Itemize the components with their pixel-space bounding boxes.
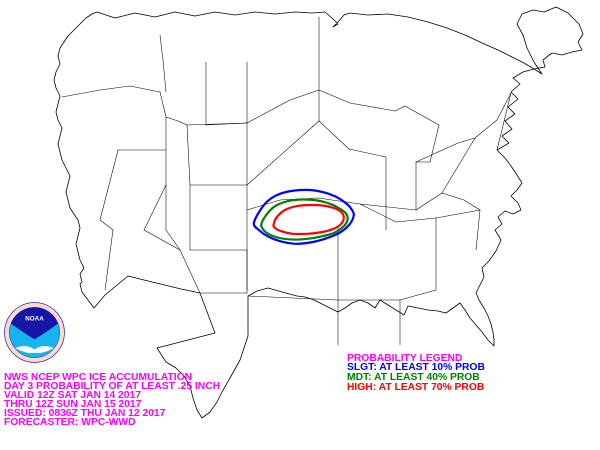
svg-text:NOAA: NOAA <box>25 316 44 323</box>
